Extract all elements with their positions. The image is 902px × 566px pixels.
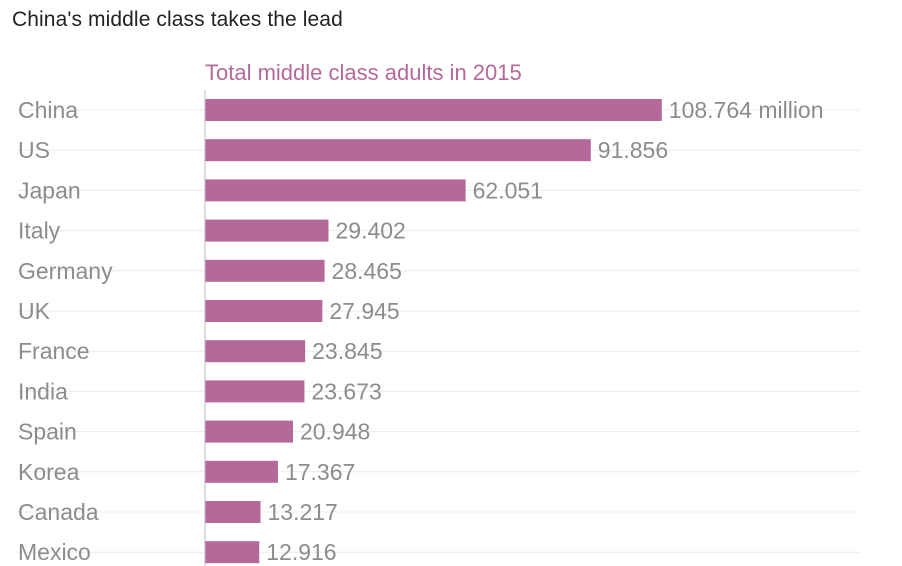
category-label: UK — [18, 298, 51, 324]
bar-japan — [205, 179, 466, 202]
value-label: 17.367 — [285, 459, 355, 485]
bar-canada — [205, 501, 261, 523]
chart-subtitle: Total middle class adults in 2015 — [205, 60, 522, 85]
category-label: Germany — [18, 258, 113, 284]
bar-mexico — [205, 541, 260, 564]
value-label: 20.948 — [300, 419, 370, 445]
category-label: Spain — [18, 419, 77, 445]
value-label: 108.764 million — [669, 97, 824, 123]
bars — [205, 99, 662, 564]
value-label: 91.856 — [598, 137, 668, 163]
category-label: Italy — [18, 218, 61, 244]
bar-germany — [205, 259, 325, 282]
chart-title: China's middle class takes the lead — [12, 8, 343, 31]
bar-spain — [205, 420, 293, 443]
bar-us — [205, 139, 591, 162]
value-label: 27.945 — [329, 298, 399, 324]
value-label: 12.916 — [266, 539, 336, 565]
value-label: 28.465 — [332, 258, 402, 284]
value-label: 13.217 — [268, 499, 338, 525]
bar-italy — [205, 219, 329, 242]
category-label: Korea — [18, 459, 80, 485]
bar-uk — [205, 300, 323, 322]
category-label: China — [18, 97, 78, 123]
bar-france — [205, 340, 306, 363]
bar-india — [205, 380, 305, 403]
value-label: 62.051 — [473, 177, 543, 203]
category-label: Japan — [18, 177, 81, 203]
category-label: Mexico — [18, 539, 91, 565]
value-label: 23.673 — [311, 378, 381, 404]
category-label: Canada — [18, 499, 99, 525]
category-label: US — [18, 137, 50, 163]
bar-korea — [205, 460, 278, 483]
value-label: 23.845 — [312, 338, 382, 364]
bar-china — [205, 99, 662, 121]
value-label: 29.402 — [335, 218, 405, 244]
category-label: France — [18, 338, 90, 364]
gridlines — [18, 109, 860, 553]
category-labels: China US Japan Italy Germany UK France India Spa… — [18, 97, 113, 565]
category-label: India — [18, 378, 68, 404]
